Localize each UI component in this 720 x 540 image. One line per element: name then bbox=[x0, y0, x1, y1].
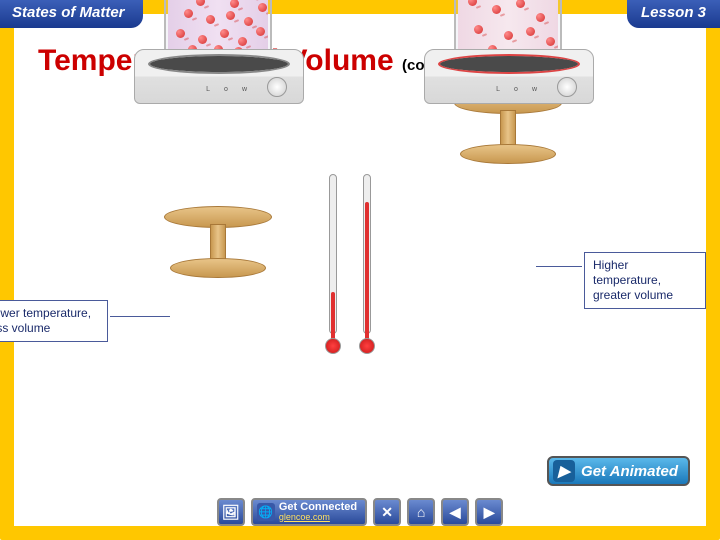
globe-icon: 🌐 bbox=[257, 503, 275, 521]
gas-particle bbox=[226, 11, 235, 20]
home-icon: ⌂ bbox=[417, 504, 425, 520]
callout-high-temp: Higher temperature, greater volume bbox=[584, 252, 706, 309]
gas-particle bbox=[546, 37, 555, 46]
dial-labels: Low bbox=[496, 86, 551, 93]
mercury-right bbox=[365, 202, 369, 342]
mercury-left bbox=[331, 292, 335, 342]
gas-particle bbox=[184, 9, 193, 18]
thermo-bulb bbox=[359, 338, 375, 354]
thermometer-right bbox=[358, 174, 376, 354]
gas-particle bbox=[196, 0, 205, 6]
header-bar: States of Matter Lesson 3 bbox=[0, 0, 720, 28]
chapter-badge: States of Matter bbox=[0, 0, 143, 28]
gas-particle bbox=[238, 37, 247, 46]
close-icon: ✕ bbox=[381, 504, 393, 521]
get-connected-button[interactable]: 🌐 Get Connected glencoe.com bbox=[251, 498, 367, 526]
slide-frame: States of Matter Lesson 3 Temperature an… bbox=[0, 0, 720, 540]
thermometer-left bbox=[324, 174, 342, 354]
piston-stem bbox=[210, 224, 226, 262]
gas-particle bbox=[492, 5, 501, 14]
gas-particle bbox=[220, 29, 229, 38]
gas-particle bbox=[244, 17, 253, 26]
gas-particle bbox=[206, 15, 215, 24]
nav-home-button[interactable]: ⌂ bbox=[407, 498, 435, 526]
gas-particle bbox=[256, 27, 265, 36]
hotplate-right: Low bbox=[424, 49, 594, 104]
piston-bottom-disc bbox=[170, 258, 266, 278]
gas-particle bbox=[258, 3, 267, 12]
dial-labels: Low bbox=[206, 86, 261, 93]
get-animated-button[interactable]: ▶ Get Animated bbox=[547, 456, 690, 486]
piston-bottom-disc bbox=[460, 144, 556, 164]
gas-particle bbox=[474, 25, 483, 34]
gas-particle bbox=[468, 0, 477, 6]
gas-particle bbox=[198, 35, 207, 44]
image-icon: 🖼 bbox=[222, 504, 240, 521]
nav-prev-button[interactable]: ◀ bbox=[441, 498, 469, 526]
lesson-badge: Lesson 3 bbox=[627, 0, 720, 28]
burner-ring-cool bbox=[148, 54, 290, 74]
burner-ring-hot bbox=[438, 54, 580, 74]
connected-url: glencoe.com bbox=[279, 512, 330, 522]
low-label: Low bbox=[496, 86, 551, 93]
low-label: Low bbox=[206, 86, 261, 93]
gas-particle bbox=[526, 27, 535, 36]
callout-line-left bbox=[110, 316, 170, 317]
nav-close-button[interactable]: ✕ bbox=[373, 498, 401, 526]
get-animated-label: Get Animated bbox=[581, 463, 678, 480]
play-icon: ▶ bbox=[553, 460, 575, 482]
thermo-bulb bbox=[325, 338, 341, 354]
hotplate-dial bbox=[557, 77, 577, 97]
piston-left bbox=[152, 206, 284, 278]
hotplate-left: Low bbox=[134, 49, 304, 104]
gas-particle bbox=[516, 0, 525, 8]
gas-particle bbox=[230, 0, 239, 8]
nav-next-button[interactable]: ▶ bbox=[475, 498, 503, 526]
chevron-left-icon: ◀ bbox=[450, 504, 461, 521]
gas-particle bbox=[504, 31, 513, 40]
chevron-right-icon: ▶ bbox=[484, 504, 495, 521]
gas-particle bbox=[536, 13, 545, 22]
nav-footer: 🖼 🌐 Get Connected glencoe.com ✕ ⌂ ◀ ▶ bbox=[14, 494, 706, 530]
diagram-area: Lower temperature, less volume Higher te… bbox=[14, 114, 706, 454]
piston-stem bbox=[500, 110, 516, 148]
callout-line-right bbox=[536, 266, 582, 267]
callout-low-temp: Lower temperature, less volume bbox=[0, 300, 108, 342]
connected-text: Get Connected glencoe.com bbox=[279, 502, 357, 523]
hotplate-dial bbox=[267, 77, 287, 97]
nav-image-button[interactable]: 🖼 bbox=[217, 498, 245, 526]
gas-particle bbox=[176, 29, 185, 38]
